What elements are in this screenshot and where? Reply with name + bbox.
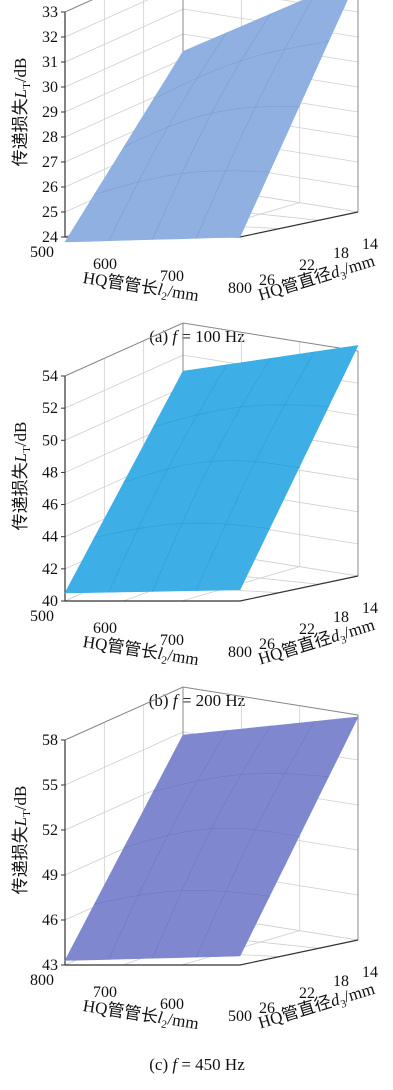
z-tick-label: 26 [42, 179, 58, 196]
y-tick-label: 14 [362, 600, 378, 617]
y-tick-label: 22 [299, 985, 315, 1002]
y-tick-label: 26 [259, 272, 275, 289]
chart-panel-c: 43 46 49 52 55 58 800 700 600 500 14 18 22 26 传递损失LT/d… [0, 686, 393, 1082]
box-edge-top [64, 322, 359, 377]
y-tick-label: 18 [333, 973, 349, 990]
z-axis-title: 传递损失LT/dB [11, 422, 33, 531]
x-tick-label: 700 [160, 268, 184, 285]
z-gridline-left [64, 58, 184, 113]
z-tick-label: 32 [42, 29, 58, 46]
surface-cell [320, 716, 359, 748]
z-tick-label: 52 [42, 400, 58, 417]
z-tick-label: 50 [42, 432, 58, 449]
chart-svg: 40 42 44 46 48 50 52 54 500 600 700 800 14 18 22 26 传递损失… [11, 322, 378, 710]
z-tick-label: 42 [42, 561, 58, 578]
z-tick-label: 24 [42, 229, 58, 246]
z-gridline-left [64, 0, 149, 38]
z-gridline-left [64, 8, 184, 63]
surface-mesh-line [196, 721, 315, 958]
z-gridline-left [64, 731, 184, 786]
z-tick-label: 58 [42, 732, 58, 749]
z-gridline-left [64, 386, 184, 441]
z-tick-label: 52 [42, 822, 58, 839]
z-tick-label: 25 [42, 204, 58, 221]
y-tick-label: 22 [299, 621, 315, 638]
surface-mesh-line [196, 351, 315, 591]
y-tick-label: 14 [362, 964, 378, 981]
surface-mesh-line [123, 106, 300, 148]
z-tick-label: 55 [42, 777, 58, 794]
x-tick-label: 800 [228, 280, 252, 297]
y-axis-line [239, 575, 359, 602]
box-edge-top [64, 686, 359, 741]
chart-group: 24 25 26 27 28 29 30 31 32 33 500 600 700 800 14 18 22 26… [11, 0, 378, 346]
z-tick-label: 54 [42, 368, 58, 385]
chart-panel-a: 24 25 26 27 28 29 30 31 32 33 500 600 700 800 14 18 22 26… [0, 0, 393, 354]
y-axis-line [239, 211, 359, 238]
figure-caption: (c) f = 450 Hz [149, 1055, 245, 1074]
x-tick-label: 800 [228, 644, 252, 661]
z-tick-label: 29 [42, 104, 58, 121]
chart-group: 43 46 49 52 55 58 800 700 600 500 14 18 22 26 传递损失LT/d… [11, 686, 378, 1074]
y-tick-label: 26 [259, 1000, 275, 1017]
z-axis-title: 传递损失LT/dB [11, 786, 33, 895]
z-tick-label: 28 [42, 129, 58, 146]
x-tick-label: 600 [93, 256, 117, 273]
surface-mesh-line [153, 404, 329, 427]
z-tick-label: 49 [42, 867, 58, 884]
z-tick-label: 46 [42, 497, 58, 514]
x-tick-label: 600 [160, 996, 184, 1013]
surface-mesh-line [123, 827, 300, 849]
surface-mesh-line [123, 460, 300, 483]
z-axis-title: 传递损失LT/dB [11, 58, 33, 167]
figure-caption: (b) f = 200 Hz [149, 691, 246, 710]
x-tick-label: 500 [30, 608, 54, 625]
z-tick-label: 33 [42, 4, 58, 21]
z-tick-label: 46 [42, 912, 58, 929]
z-tick-label: 31 [42, 54, 58, 71]
z-gridline-left [64, 354, 184, 409]
z-tick-label: 44 [42, 529, 58, 546]
figure-caption: (a) f = 100 Hz [149, 327, 245, 346]
z-gridline-left [64, 33, 184, 88]
y-tick-label: 26 [259, 636, 275, 653]
z-tick-label: 27 [42, 154, 58, 171]
z-tick-label: 30 [42, 79, 58, 96]
y-tick-label: 22 [299, 257, 315, 274]
chart-group: 40 42 44 46 48 50 52 54 500 600 700 800 14 18 22 26 传递损失… [11, 322, 378, 710]
chart-svg: 24 25 26 27 28 29 30 31 32 33 500 600 700 800 14 18 22 26… [11, 0, 378, 346]
chart-panel-b: 40 42 44 46 48 50 52 54 500 600 700 800 14 18 22 26 传递损失… [0, 322, 393, 718]
chart-svg: 43 46 49 52 55 58 800 700 600 500 14 18 22 26 传递损失LT/d… [11, 686, 378, 1074]
x-tick-label: 500 [30, 244, 54, 261]
surface-cell [276, 0, 313, 30]
y-tick-label: 14 [362, 236, 378, 253]
surface-mesh-line [153, 41, 329, 100]
y-axis-line [239, 939, 359, 966]
z-tick-label: 43 [42, 957, 58, 974]
x-tick-label: 800 [30, 972, 54, 989]
y-tick-label: 18 [333, 245, 349, 262]
x-tick-label: 500 [228, 1008, 252, 1025]
x-tick-label: 600 [93, 620, 117, 637]
surface-cell [320, 0, 348, 16]
x-tick-label: 700 [160, 632, 184, 649]
surface-mesh-line [196, 0, 313, 239]
x-tick-label: 700 [93, 984, 117, 1001]
surface-cell [320, 345, 359, 378]
y-tick-label: 18 [333, 609, 349, 626]
surface-mesh-line [153, 773, 329, 792]
z-tick-label: 40 [42, 593, 58, 610]
z-tick-label: 48 [42, 464, 58, 481]
